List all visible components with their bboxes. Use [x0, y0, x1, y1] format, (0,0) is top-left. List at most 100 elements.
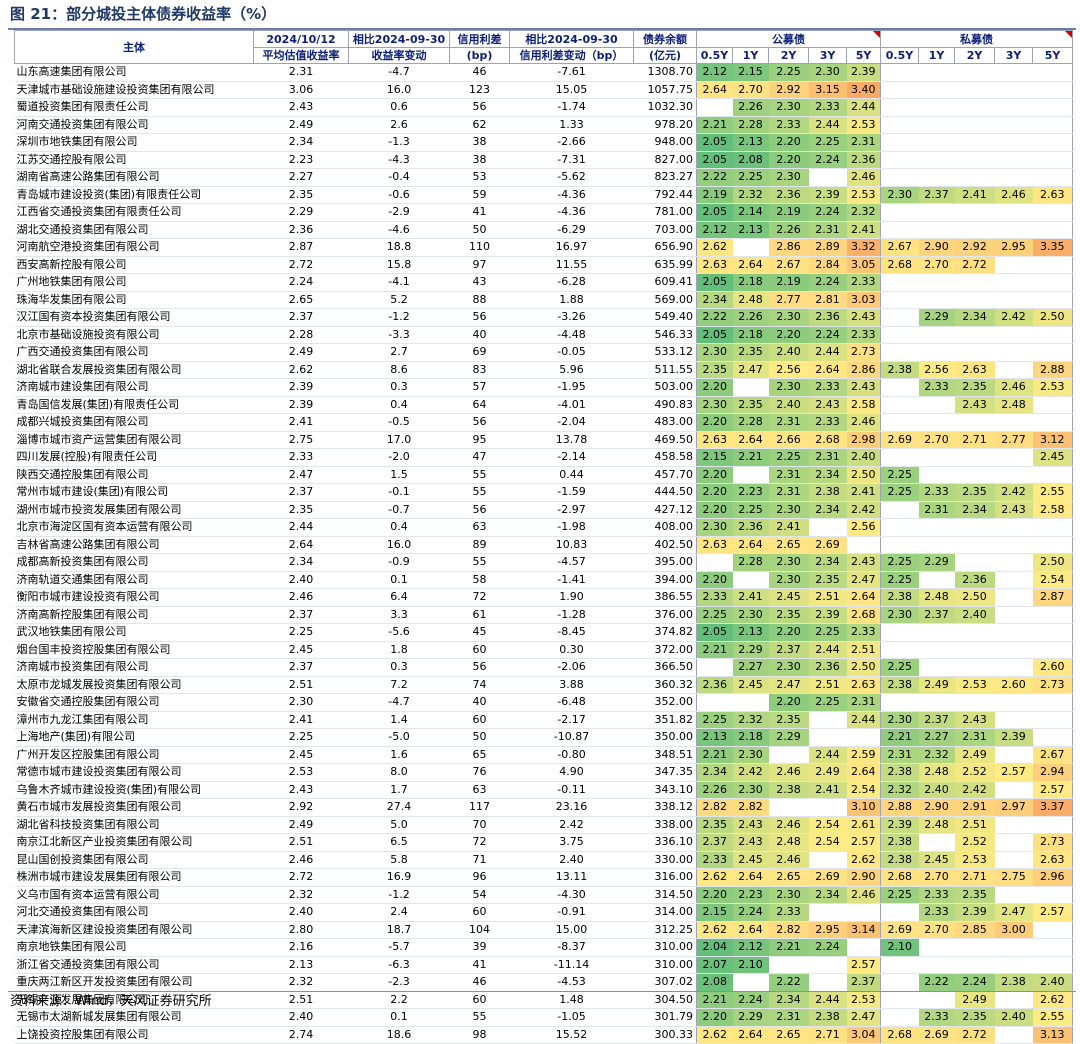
cell-private-yield: 3.37	[1032, 798, 1074, 817]
cell-yield-change: 5.8	[348, 851, 450, 869]
cell-private-yield: 2.75	[994, 868, 1033, 887]
cell-avg-yield: 2.75	[253, 431, 349, 449]
cell-yield-change: 0.4	[348, 396, 450, 414]
cell-private-yield: 2.73	[1032, 676, 1074, 694]
cell-avg-yield: 2.45	[253, 746, 349, 764]
cell-public-yield: 2.12	[696, 221, 733, 239]
cell-private-yield	[880, 973, 919, 992]
cell-public-yield: 2.43	[732, 833, 769, 852]
table-row: 北京市海淀区国有资本运营有限公司 2.44 0.4 63 -1.98 408.00 2.30…	[14, 518, 1074, 537]
header-entity: 主体	[14, 30, 254, 64]
cell-public-yield: 2.33	[768, 116, 809, 134]
cell-public-yield: 2.15	[732, 63, 769, 82]
cell-yield-change: 1.8	[348, 641, 450, 659]
table-row: 黄石市城市发展投资集团有限公司 2.92 27.4 117 23.16 338.12 2.8…	[14, 798, 1074, 817]
cell-public-yield: 2.51	[808, 676, 847, 694]
cell-public-yield: 2.63	[696, 431, 733, 449]
cell-bond-balance: 546.33	[633, 326, 697, 344]
cell-bond-balance: 458.58	[633, 448, 697, 467]
cell-public-yield	[808, 798, 847, 817]
cell-private-yield	[994, 658, 1033, 677]
cell-spread-change: -2.66	[509, 133, 634, 152]
cell-private-yield	[880, 133, 919, 152]
cell-credit-spread: 57	[449, 378, 510, 397]
cell-bond-balance: 549.40	[633, 308, 697, 327]
cell-private-yield	[994, 553, 1033, 572]
cell-spread-change: -0.05	[509, 343, 634, 362]
table-row: 河北交通投资集团有限公司 2.40 2.4 60 -0.91 314.00 2.15 2.24…	[14, 903, 1074, 922]
cell-public-yield: 2.25	[808, 623, 847, 642]
cell-private-yield: 2.48	[918, 588, 955, 607]
cell-private-yield: 2.49	[954, 746, 995, 764]
cell-avg-yield: 2.53	[253, 763, 349, 782]
cell-spread-change: -4.01	[509, 396, 634, 414]
cell-avg-yield: 2.49	[253, 116, 349, 134]
cell-bond-balance: 1032.30	[633, 98, 697, 117]
cell-private-yield	[918, 693, 955, 712]
cell-private-yield	[918, 116, 955, 134]
cell-entity-name: 汉江国有资本投资集团有限公司	[14, 308, 254, 327]
footer-divider	[8, 991, 1076, 992]
cell-spread-change: 13.78	[509, 431, 634, 449]
cell-private-yield: 2.67	[1032, 746, 1074, 764]
cell-public-yield: 2.57	[846, 956, 881, 974]
cell-private-yield: 2.10	[880, 938, 919, 957]
cell-public-yield: 2.43	[732, 816, 769, 834]
table-row: 西安高新控股有限公司 2.72 15.8 97 11.55 635.99 2.63 2.64 2…	[14, 256, 1074, 274]
cell-public-yield: 2.33	[846, 623, 881, 642]
cell-private-yield: 2.42	[954, 781, 995, 799]
cell-credit-spread: 40	[449, 693, 510, 712]
cell-public-yield: 2.25	[732, 168, 769, 187]
cell-private-yield	[994, 956, 1033, 974]
cell-public-yield: 2.44	[808, 116, 847, 134]
cell-spread-change: -8.45	[509, 623, 634, 642]
cell-public-yield: 2.05	[696, 326, 733, 344]
cell-public-yield: 2.43	[808, 396, 847, 414]
table-row: 陕西交通控股集团有限公司 2.47 1.5 55 0.44 457.70 2.20 2.31 2…	[14, 466, 1074, 484]
cell-credit-spread: 56	[449, 658, 510, 677]
cell-yield-change: 2.2	[348, 991, 450, 1009]
table-row: 义乌市国有资本运营有限公司 2.32 -1.2 54 -4.30 314.50 2.20 2.…	[14, 886, 1074, 904]
cell-public-yield: 2.34	[808, 466, 847, 484]
cell-private-yield: 2.41	[954, 186, 995, 204]
cell-avg-yield: 2.28	[253, 326, 349, 344]
cell-private-yield: 2.34	[954, 501, 995, 519]
cell-public-yield: 2.86	[846, 361, 881, 379]
cell-private-yield	[1032, 816, 1074, 834]
cell-avg-yield: 2.30	[253, 693, 349, 712]
cell-public-yield: 2.25	[696, 711, 733, 729]
cell-public-yield: 3.14	[846, 921, 881, 939]
cell-public-yield: 2.13	[732, 623, 769, 642]
cell-private-yield: 2.33	[918, 886, 955, 904]
cell-public-yield	[696, 658, 733, 677]
cell-private-yield	[1032, 291, 1074, 309]
cell-public-yield: 3.40	[846, 81, 881, 99]
cell-yield-change: -0.5	[348, 413, 450, 432]
cell-private-yield: 2.70	[918, 868, 955, 887]
cell-public-yield: 2.21	[732, 448, 769, 467]
cell-yield-change: 0.3	[348, 378, 450, 397]
cell-private-yield	[954, 81, 995, 99]
cell-private-yield: 2.29	[918, 308, 955, 327]
cell-public-yield	[768, 956, 809, 974]
cell-private-yield	[1032, 98, 1074, 117]
cell-private-yield	[1032, 413, 1074, 432]
cell-public-yield: 2.25	[768, 448, 809, 467]
cell-private-yield	[994, 588, 1033, 607]
cell-private-yield: 3.13	[1032, 1026, 1074, 1044]
cell-private-yield	[994, 536, 1033, 554]
title-divider	[8, 28, 1076, 30]
yield-table: 主体 2024/10/12 相比2024-09-30 信用利差 相比2024-0…	[14, 30, 1074, 1044]
cell-private-yield	[880, 273, 919, 292]
cell-yield-change: -6.3	[348, 956, 450, 974]
table-row: 浙江省交通投资集团有限公司 2.13 -6.3 41 -11.14 310.00 2.07 2…	[14, 956, 1074, 974]
cell-public-yield: 2.39	[808, 606, 847, 624]
cell-private-yield: 2.72	[954, 1026, 995, 1044]
cell-yield-change: 18.7	[348, 921, 450, 939]
cell-entity-name: 河南航空港投资集团有限公司	[14, 238, 254, 257]
cell-private-yield	[918, 343, 955, 362]
cell-public-yield: 2.54	[808, 833, 847, 852]
cell-public-yield: 2.24	[808, 273, 847, 292]
cell-bond-balance: 336.10	[633, 833, 697, 852]
cell-public-yield: 2.26	[696, 781, 733, 799]
